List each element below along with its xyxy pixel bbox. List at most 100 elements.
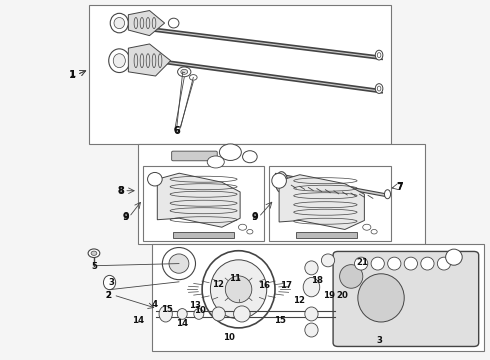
Text: 15: 15 bbox=[161, 305, 173, 314]
Ellipse shape bbox=[305, 323, 318, 337]
Circle shape bbox=[247, 229, 253, 234]
Ellipse shape bbox=[147, 172, 162, 186]
Ellipse shape bbox=[275, 172, 288, 193]
Text: 4: 4 bbox=[152, 300, 158, 309]
Text: 17: 17 bbox=[280, 281, 293, 290]
Ellipse shape bbox=[159, 306, 172, 322]
Polygon shape bbox=[279, 175, 365, 229]
Ellipse shape bbox=[169, 254, 189, 273]
Bar bbox=[152, 244, 484, 351]
Ellipse shape bbox=[445, 249, 462, 265]
Polygon shape bbox=[275, 173, 389, 197]
Ellipse shape bbox=[404, 257, 417, 270]
Text: 9: 9 bbox=[251, 212, 258, 222]
Ellipse shape bbox=[225, 276, 252, 303]
Bar bbox=[89, 5, 391, 144]
Ellipse shape bbox=[371, 257, 384, 270]
Text: 13: 13 bbox=[189, 301, 201, 310]
Text: 3: 3 bbox=[108, 278, 114, 287]
Ellipse shape bbox=[321, 254, 335, 267]
Ellipse shape bbox=[207, 156, 224, 168]
Circle shape bbox=[177, 67, 191, 77]
Ellipse shape bbox=[305, 307, 318, 321]
Ellipse shape bbox=[272, 173, 287, 188]
Text: 14: 14 bbox=[175, 319, 188, 328]
Ellipse shape bbox=[303, 278, 320, 297]
Ellipse shape bbox=[194, 309, 204, 319]
Ellipse shape bbox=[388, 257, 401, 270]
Text: 8: 8 bbox=[118, 186, 124, 195]
Text: 9: 9 bbox=[122, 212, 129, 222]
Bar bbox=[173, 233, 234, 238]
Polygon shape bbox=[134, 26, 382, 59]
Ellipse shape bbox=[358, 274, 404, 322]
Ellipse shape bbox=[202, 251, 275, 328]
Ellipse shape bbox=[177, 309, 187, 319]
Ellipse shape bbox=[113, 54, 125, 68]
Ellipse shape bbox=[340, 265, 363, 288]
Circle shape bbox=[91, 251, 97, 255]
FancyBboxPatch shape bbox=[333, 251, 479, 346]
FancyBboxPatch shape bbox=[172, 151, 217, 161]
Polygon shape bbox=[128, 10, 165, 36]
Text: 10: 10 bbox=[194, 306, 206, 315]
Bar bbox=[143, 166, 265, 241]
Text: 2: 2 bbox=[105, 291, 112, 300]
Ellipse shape bbox=[305, 261, 318, 275]
Ellipse shape bbox=[210, 260, 267, 319]
Ellipse shape bbox=[278, 177, 285, 188]
Ellipse shape bbox=[109, 49, 130, 72]
Text: 12: 12 bbox=[212, 280, 224, 289]
Circle shape bbox=[371, 229, 377, 234]
Text: 1: 1 bbox=[69, 70, 75, 79]
Text: 6: 6 bbox=[173, 126, 180, 136]
Text: 5: 5 bbox=[91, 262, 97, 271]
Text: 15: 15 bbox=[274, 315, 286, 324]
Ellipse shape bbox=[234, 306, 250, 322]
Text: 11: 11 bbox=[229, 274, 241, 283]
Text: 12: 12 bbox=[293, 296, 305, 305]
Circle shape bbox=[190, 75, 197, 80]
Text: 3: 3 bbox=[376, 336, 382, 345]
Text: 18: 18 bbox=[311, 276, 323, 285]
Ellipse shape bbox=[169, 18, 179, 28]
Polygon shape bbox=[128, 44, 171, 76]
Circle shape bbox=[239, 224, 246, 230]
Text: 6: 6 bbox=[174, 126, 180, 135]
Text: 21: 21 bbox=[356, 258, 368, 267]
Bar bbox=[138, 144, 425, 244]
Ellipse shape bbox=[212, 307, 225, 321]
Ellipse shape bbox=[355, 257, 368, 270]
Polygon shape bbox=[157, 173, 240, 227]
Text: 9: 9 bbox=[252, 213, 258, 222]
Text: 7: 7 bbox=[397, 183, 403, 192]
Ellipse shape bbox=[375, 84, 383, 94]
Ellipse shape bbox=[114, 18, 124, 29]
Circle shape bbox=[181, 69, 188, 75]
Ellipse shape bbox=[375, 50, 383, 60]
Ellipse shape bbox=[110, 13, 128, 33]
Bar bbox=[296, 233, 357, 238]
Ellipse shape bbox=[377, 86, 381, 91]
Text: 20: 20 bbox=[337, 291, 348, 300]
Ellipse shape bbox=[377, 53, 381, 58]
Ellipse shape bbox=[162, 248, 196, 280]
Text: 10: 10 bbox=[223, 333, 235, 342]
Text: 8: 8 bbox=[117, 186, 124, 196]
Ellipse shape bbox=[421, 257, 434, 270]
Text: 2: 2 bbox=[105, 291, 112, 300]
Ellipse shape bbox=[220, 144, 242, 161]
Ellipse shape bbox=[103, 275, 116, 290]
Text: 16: 16 bbox=[259, 281, 270, 290]
Text: 1: 1 bbox=[69, 69, 75, 80]
Text: 9: 9 bbox=[122, 213, 129, 222]
Text: 19: 19 bbox=[323, 291, 335, 300]
Ellipse shape bbox=[385, 190, 391, 199]
Ellipse shape bbox=[438, 257, 451, 270]
Bar bbox=[270, 166, 391, 241]
Circle shape bbox=[363, 224, 371, 230]
Polygon shape bbox=[134, 57, 382, 93]
Text: 7: 7 bbox=[396, 182, 403, 192]
Circle shape bbox=[88, 249, 100, 257]
Text: 14: 14 bbox=[132, 315, 144, 324]
